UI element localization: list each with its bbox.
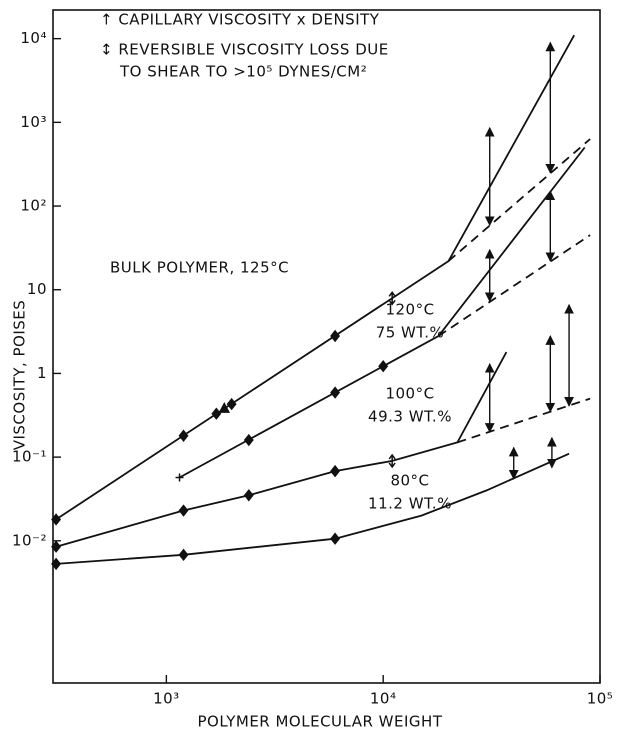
data-point — [330, 532, 341, 545]
data-point — [178, 504, 189, 517]
data-point — [330, 464, 341, 478]
series-concentration: 49.3 WT.% — [368, 408, 452, 426]
x-tick-label: 10⁴ — [370, 690, 397, 708]
data-point — [178, 429, 189, 442]
data-point — [51, 513, 62, 526]
y-axis-label: VISCOSITY, POISES — [11, 300, 29, 451]
data-point — [226, 397, 237, 411]
x-tick-label: 10⁵ — [587, 690, 614, 708]
data-point — [388, 453, 396, 469]
y-tick-label: 10⁻¹ — [12, 448, 47, 466]
data-point — [51, 540, 62, 553]
data-point — [175, 473, 184, 482]
y-tick-label: 10⁻² — [12, 531, 47, 549]
series-line — [55, 34, 575, 521]
legend-entry: TO SHEAR TO >10⁵ DYNES/CM² — [119, 63, 367, 81]
data-point — [178, 548, 189, 562]
legend-entry: ↕ REVERSIBLE VISCOSITY LOSS DUE — [100, 41, 389, 59]
y-tick-label: 10⁴ — [20, 29, 47, 47]
series-concentration: 75 WT.% — [376, 324, 445, 342]
y-tick-label: 10² — [20, 197, 47, 215]
series-label: BULK POLYMER, 125°C — [110, 259, 289, 277]
series-line — [55, 351, 508, 548]
data-point — [330, 386, 341, 399]
plot-frame — [52, 9, 601, 684]
x-axis-label: POLYMER MOLECULAR WEIGHT — [198, 713, 443, 731]
legend-entry: ↑ CAPILLARY VISCOSITY x DENSITY — [100, 11, 380, 29]
data-point — [51, 557, 62, 571]
y-tick-label: 10 — [27, 280, 47, 298]
series-label: 80°C — [390, 472, 429, 490]
data-point — [211, 407, 222, 420]
series-line — [56, 452, 570, 565]
extrapolation-line — [457, 397, 591, 444]
extrapolation-line — [438, 234, 591, 337]
data-point — [388, 291, 396, 306]
data-point — [243, 433, 254, 447]
data-point — [243, 489, 254, 502]
data-point — [330, 329, 341, 343]
data-point — [378, 359, 389, 373]
series-label: 100°C — [385, 385, 434, 403]
y-tick-label: 10³ — [20, 113, 47, 131]
y-tick-label: 1 — [37, 364, 47, 382]
series-label: 120°C — [385, 301, 434, 319]
x-tick-label: 10³ — [153, 690, 180, 708]
data-point — [218, 401, 231, 413]
extrapolation-line — [447, 138, 591, 262]
series-concentration: 11.2 WT.% — [368, 495, 452, 513]
